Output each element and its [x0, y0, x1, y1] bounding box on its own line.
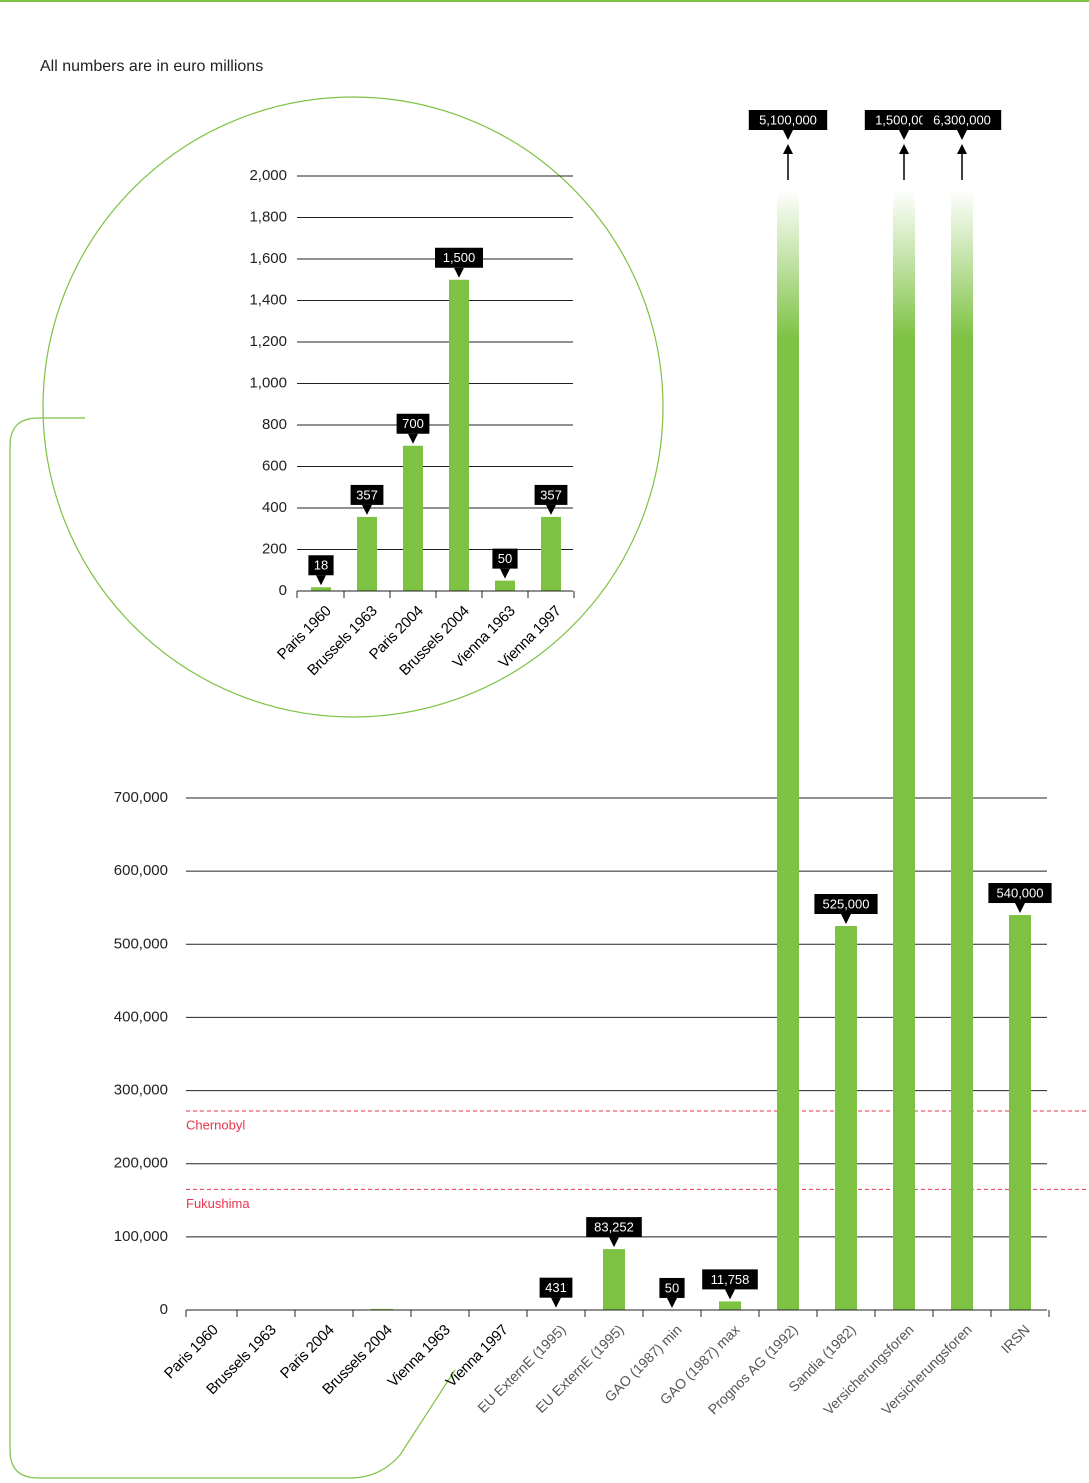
y-tick-label: 0 [279, 582, 287, 599]
value-label-pointer [551, 1297, 561, 1308]
bar [449, 279, 469, 591]
value-label-pointer [725, 1289, 735, 1300]
value-label-box [586, 1217, 642, 1238]
value-label-pointer [362, 504, 372, 515]
y-tick-label: 400,000 [114, 1008, 168, 1025]
value-label-pointer [1015, 903, 1025, 914]
value-label-box [748, 110, 828, 130]
bar [403, 445, 423, 591]
y-tick-label: 1,600 [249, 250, 287, 267]
x-tick-label: Paris 2004 [277, 1322, 338, 1383]
y-tick-label: 1,400 [249, 291, 287, 308]
value-label: 357 [540, 487, 562, 502]
bar-fade [951, 190, 973, 340]
value-label-pointer [841, 914, 851, 924]
bar [893, 340, 915, 1310]
value-label-pointer [454, 267, 464, 278]
value-label-pointer [783, 130, 793, 140]
value-label: 357 [356, 487, 378, 502]
value-label-pointer [609, 1237, 619, 1248]
y-tick-label: 800 [262, 416, 287, 433]
inset-circle [42, 96, 664, 718]
y-tick-label: 100,000 [114, 1228, 168, 1245]
value-label-pointer [408, 433, 418, 444]
value-label-box [659, 1277, 685, 1298]
value-label: 5,100,000 [759, 112, 817, 127]
bar-fade [893, 190, 915, 340]
bar [835, 926, 857, 1310]
value-label: 83,252 [594, 1220, 634, 1235]
bar [357, 516, 377, 591]
value-label: 700 [402, 416, 424, 431]
x-tick-label: IRSN [998, 1321, 1033, 1356]
value-label-box [396, 413, 430, 434]
header: All numbers are in euro millions [40, 58, 263, 75]
bar [311, 587, 331, 591]
bar [777, 340, 799, 1310]
value-label-pointer [500, 568, 510, 579]
value-label: 50 [665, 1280, 679, 1295]
value-label: 6,300,000 [933, 112, 991, 127]
value-label-pointer [899, 130, 909, 140]
value-label-box [350, 484, 384, 505]
value-label: 540,000 [997, 885, 1044, 900]
bar [603, 1249, 625, 1310]
value-label-box [702, 1269, 758, 1290]
value-label: 525,000 [823, 896, 870, 911]
value-label: 11,758 [711, 1272, 750, 1287]
value-label-pointer [546, 504, 556, 515]
value-label: 1,500 [443, 250, 476, 265]
y-tick-label: 1,200 [249, 333, 287, 350]
bar [495, 580, 515, 591]
value-label-box [922, 110, 1002, 130]
y-tick-label: 600,000 [114, 862, 168, 879]
value-label-box [539, 1277, 573, 1298]
value-label-box [435, 247, 483, 268]
value-label-box [492, 548, 518, 569]
y-tick-label: 2,000 [249, 167, 287, 184]
value-label-pointer [957, 130, 967, 140]
y-tick-label: 400 [262, 499, 287, 516]
value-label-box [988, 883, 1052, 904]
value-label: 1,500,000 [875, 112, 933, 127]
y-tick-label: 0 [160, 1301, 168, 1318]
value-label-box [534, 484, 568, 505]
x-tick-label: Paris 1960 [161, 1322, 222, 1383]
value-label-pointer [316, 575, 326, 586]
y-tick-label: 600 [262, 457, 287, 474]
value-label: 18 [314, 558, 328, 573]
bar [541, 516, 561, 591]
y-tick-label: 1,000 [249, 374, 287, 391]
value-label: 431 [545, 1280, 567, 1295]
bar [951, 340, 973, 1310]
bar-fade [777, 190, 799, 340]
overflow-arrow-head [899, 144, 909, 154]
bar [371, 1308, 393, 1310]
bar [1009, 915, 1031, 1310]
y-tick-label: 200,000 [114, 1155, 168, 1172]
y-tick-label: 200 [262, 540, 287, 557]
value-label-box [814, 894, 878, 914]
connector [9, 417, 456, 1479]
y-tick-label: 300,000 [114, 1082, 168, 1099]
y-tick-label: 1,800 [249, 208, 287, 225]
reference-label: Fukushima [186, 1196, 250, 1211]
value-label: 50 [498, 551, 512, 566]
value-label-pointer [667, 1297, 677, 1308]
value-label-box [308, 555, 334, 576]
bar [719, 1301, 741, 1310]
y-tick-label: 500,000 [114, 935, 168, 952]
overflow-arrow-head [957, 144, 967, 154]
y-tick-label: 700,000 [114, 789, 168, 806]
overflow-arrow-head [783, 144, 793, 154]
chart: 0 200 400 600 800 1,000 1,200 1,400 1,600 1,800 2,… [249, 167, 575, 679]
reference-label: Chernobyl [186, 1117, 245, 1132]
